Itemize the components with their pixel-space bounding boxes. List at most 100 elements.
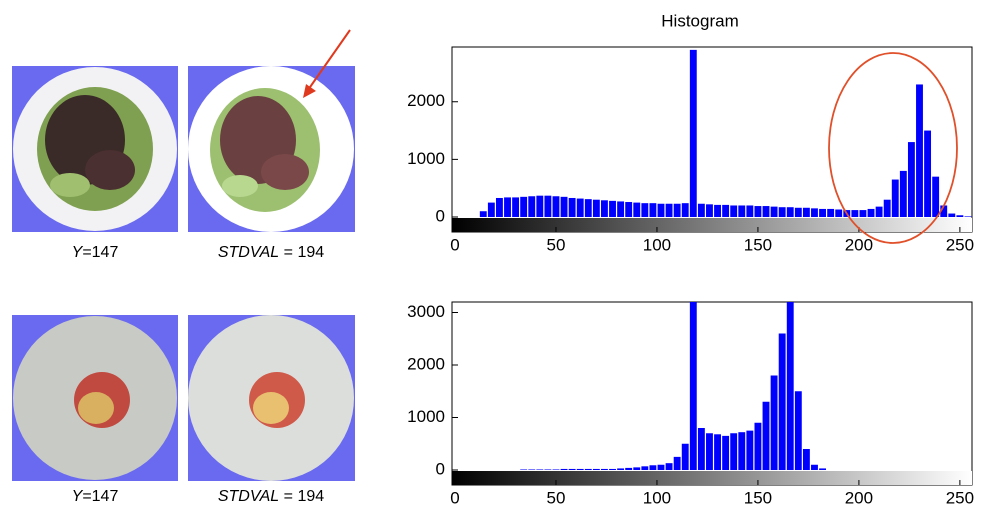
bar [658,465,665,470]
bar [900,171,907,217]
bar [601,469,608,470]
bar [835,210,842,217]
bar [754,206,761,217]
bar [536,196,543,217]
bar [738,432,745,470]
bar [609,201,616,217]
bar [698,428,705,470]
apple-image [12,315,178,481]
bar [561,469,568,470]
bar [609,469,616,470]
caption-value: =147 [82,488,118,505]
bar [577,199,584,217]
bar [585,469,592,470]
bar [480,211,487,217]
bar [746,205,753,217]
bar [884,200,891,217]
bar [714,434,721,470]
image-caption: STDVAL = 194 [218,244,324,261]
bar [528,196,535,217]
y-tick-label: 2000 [407,91,445,110]
bar [908,142,915,217]
x-tick-label: 150 [744,488,772,507]
bar [714,205,721,217]
bar [496,198,503,217]
bar [932,177,939,217]
bar [819,209,826,217]
x-tick-label: 50 [547,488,566,507]
image-caption: Y=147 [72,244,119,261]
y-tick-label: 0 [436,459,445,478]
y-tick-label: 3000 [407,302,445,321]
bar [779,207,786,217]
bar [577,469,584,470]
bar [706,204,713,217]
chart-title: Histogram [661,11,738,30]
bar [682,203,689,217]
bar [649,203,656,217]
bar [811,465,818,470]
bar [948,214,955,217]
bar [803,449,810,470]
bar [528,469,535,470]
bar [916,84,923,217]
bar [649,465,656,470]
bar [553,196,560,217]
bar [738,205,745,217]
caption-label: STDVAL [218,488,279,505]
bar [771,376,778,471]
bar [722,205,729,217]
bar [666,463,673,470]
x-tick-label: 100 [643,235,671,254]
bar [601,200,608,217]
bar [561,197,568,217]
bar [787,207,794,217]
bar [811,208,818,217]
bar [682,444,689,470]
bar [625,202,632,217]
bar [730,433,737,470]
bar [617,201,624,217]
bar [641,466,648,470]
bar [876,207,883,217]
bar [722,436,729,470]
bar [819,468,826,470]
bar [763,206,770,217]
image-caption: Y=147 [72,488,119,505]
bar [965,216,972,217]
x-tick-label: 250 [946,235,974,254]
bar [771,207,778,217]
bar [956,215,963,217]
x-tick-label: 50 [547,235,566,254]
bar [754,423,761,470]
bar [633,467,640,470]
bar [625,468,632,470]
apple-image-adjusted [188,315,355,481]
bar [617,468,624,470]
bar [512,197,519,217]
y-tick-label: 1000 [407,149,445,168]
bar [730,205,737,217]
y-tick-label: 2000 [407,354,445,373]
bar [520,469,527,470]
x-tick-label: 150 [744,235,772,254]
caption-value: =147 [82,244,118,261]
bar [746,431,753,470]
x-tick-label: 200 [845,235,873,254]
bar [706,433,713,470]
bar [569,198,576,217]
bar [779,334,786,471]
x-tick-label: 250 [946,488,974,507]
y-tick-label: 1000 [407,407,445,426]
bar [536,469,543,470]
figure: Histogram Y=147 STDVAL = 194 Y=147 STDVAL =… [0,0,992,512]
y-tick-label: 0 [436,206,445,225]
gray-scale-bar [452,471,972,485]
x-tick-label: 0 [450,488,459,507]
bar [633,203,640,217]
bar [553,469,560,470]
salad-image-adjusted [188,66,355,232]
bar [860,210,867,217]
caption-value: = 194 [279,488,324,505]
x-tick-label: 100 [643,488,671,507]
